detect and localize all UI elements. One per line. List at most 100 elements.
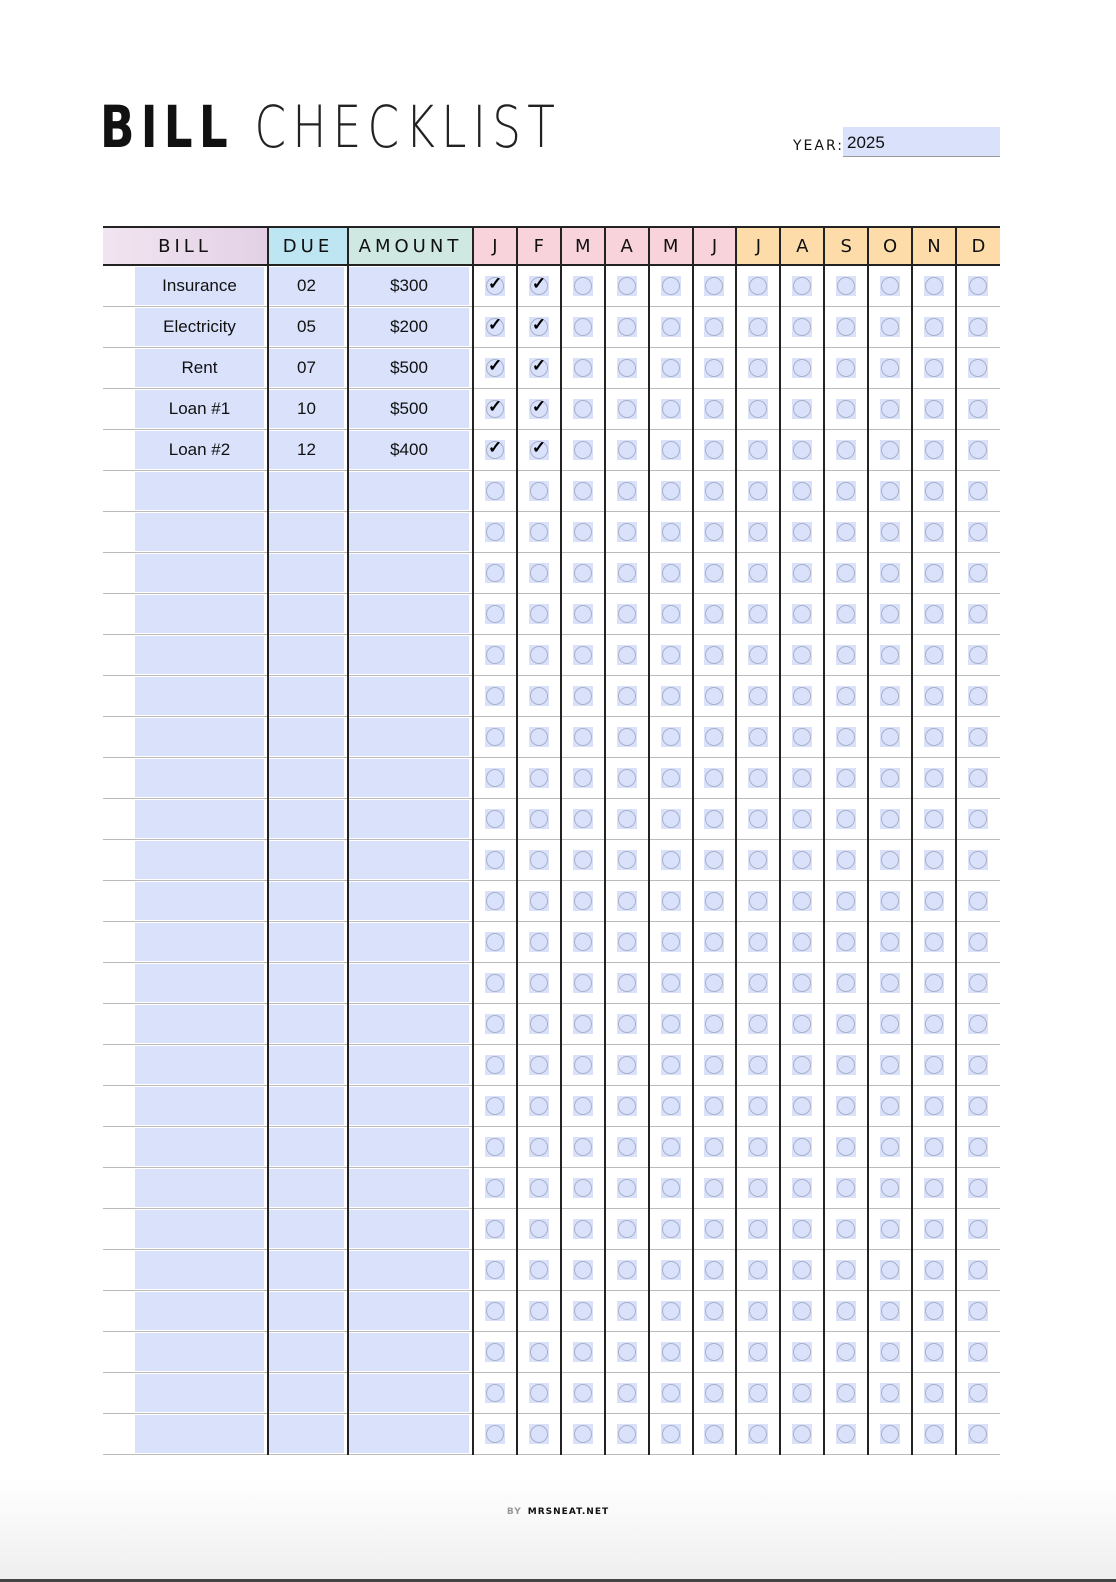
paid-checkbox[interactable] [836,809,857,830]
paid-checkbox[interactable] [748,399,769,420]
paid-checkbox[interactable]: ✓ [484,397,505,420]
paid-checkbox[interactable] [704,358,725,379]
paid-checkbox[interactable] [528,768,549,789]
paid-checkbox[interactable] [968,1055,989,1076]
paid-checkbox[interactable] [748,481,769,502]
paid-checkbox[interactable] [748,850,769,871]
paid-checkbox[interactable] [528,1219,549,1240]
due-cell[interactable] [269,923,344,961]
paid-checkbox[interactable] [484,1014,505,1035]
bill-cell[interactable]: Loan #2 [135,431,264,469]
amount-cell[interactable] [349,841,469,879]
paid-checkbox[interactable] [792,1178,813,1199]
due-cell[interactable]: 07 [269,349,344,387]
paid-checkbox[interactable] [748,440,769,461]
paid-checkbox[interactable] [660,481,681,502]
paid-checkbox[interactable] [704,317,725,338]
paid-checkbox[interactable] [792,809,813,830]
paid-checkbox[interactable] [704,399,725,420]
paid-checkbox[interactable] [880,317,901,338]
paid-checkbox[interactable] [836,1055,857,1076]
paid-checkbox[interactable] [528,1424,549,1445]
paid-checkbox[interactable] [704,1096,725,1117]
paid-checkbox[interactable] [572,1178,593,1199]
paid-checkbox[interactable] [924,727,945,748]
paid-checkbox[interactable] [660,1260,681,1281]
bill-cell[interactable] [135,636,264,674]
paid-checkbox[interactable] [968,481,989,502]
paid-checkbox[interactable] [528,1260,549,1281]
paid-checkbox[interactable] [484,1137,505,1158]
amount-cell[interactable] [349,1128,469,1166]
paid-checkbox[interactable] [748,358,769,379]
paid-checkbox[interactable] [792,1383,813,1404]
paid-checkbox[interactable] [616,604,637,625]
paid-checkbox[interactable] [572,1424,593,1445]
amount-cell[interactable] [349,677,469,715]
paid-checkbox[interactable] [616,399,637,420]
amount-cell[interactable] [349,1169,469,1207]
paid-checkbox[interactable] [572,809,593,830]
paid-checkbox[interactable] [572,522,593,543]
paid-checkbox[interactable] [572,1055,593,1076]
paid-checkbox[interactable] [704,440,725,461]
paid-checkbox[interactable] [704,1137,725,1158]
paid-checkbox[interactable] [924,686,945,707]
due-cell[interactable] [269,472,344,510]
paid-checkbox[interactable] [924,1342,945,1363]
amount-cell[interactable]: $500 [349,349,469,387]
paid-checkbox[interactable] [968,768,989,789]
paid-checkbox[interactable] [748,1301,769,1322]
paid-checkbox[interactable] [836,1301,857,1322]
paid-checkbox[interactable] [880,1055,901,1076]
paid-checkbox[interactable] [924,481,945,502]
paid-checkbox[interactable] [924,891,945,912]
bill-cell[interactable] [135,1005,264,1043]
paid-checkbox[interactable] [660,440,681,461]
paid-checkbox[interactable] [660,1137,681,1158]
paid-checkbox[interactable] [616,973,637,994]
bill-cell[interactable] [135,1333,264,1371]
paid-checkbox[interactable] [572,891,593,912]
paid-checkbox[interactable]: ✓ [484,315,505,338]
paid-checkbox[interactable] [748,1055,769,1076]
paid-checkbox[interactable] [572,1383,593,1404]
paid-checkbox[interactable] [968,1342,989,1363]
paid-checkbox[interactable] [792,973,813,994]
amount-cell[interactable] [349,472,469,510]
amount-cell[interactable] [349,1005,469,1043]
paid-checkbox[interactable]: ✓ [528,274,549,297]
paid-checkbox[interactable] [660,522,681,543]
paid-checkbox[interactable] [528,1301,549,1322]
paid-checkbox[interactable] [792,686,813,707]
due-cell[interactable] [269,513,344,551]
paid-checkbox[interactable] [528,932,549,953]
paid-checkbox[interactable] [484,1096,505,1117]
paid-checkbox[interactable] [528,891,549,912]
paid-checkbox[interactable]: ✓ [484,274,505,297]
due-cell[interactable] [269,1251,344,1289]
paid-checkbox[interactable] [748,1424,769,1445]
paid-checkbox[interactable] [924,932,945,953]
paid-checkbox[interactable] [924,358,945,379]
paid-checkbox[interactable] [836,645,857,666]
paid-checkbox[interactable] [572,604,593,625]
paid-checkbox[interactable] [572,1219,593,1240]
bill-cell[interactable] [135,923,264,961]
paid-checkbox[interactable] [484,481,505,502]
due-cell[interactable] [269,1292,344,1330]
bill-cell[interactable]: Electricity [135,308,264,346]
paid-checkbox[interactable] [572,1014,593,1035]
paid-checkbox[interactable] [660,1014,681,1035]
paid-checkbox[interactable] [616,727,637,748]
paid-checkbox[interactable] [660,891,681,912]
paid-checkbox[interactable] [528,1342,549,1363]
amount-cell[interactable] [349,923,469,961]
paid-checkbox[interactable] [880,768,901,789]
bill-cell[interactable] [135,554,264,592]
paid-checkbox[interactable] [660,1342,681,1363]
paid-checkbox[interactable] [572,850,593,871]
paid-checkbox[interactable] [792,1219,813,1240]
paid-checkbox[interactable] [924,1137,945,1158]
due-cell[interactable]: 10 [269,390,344,428]
